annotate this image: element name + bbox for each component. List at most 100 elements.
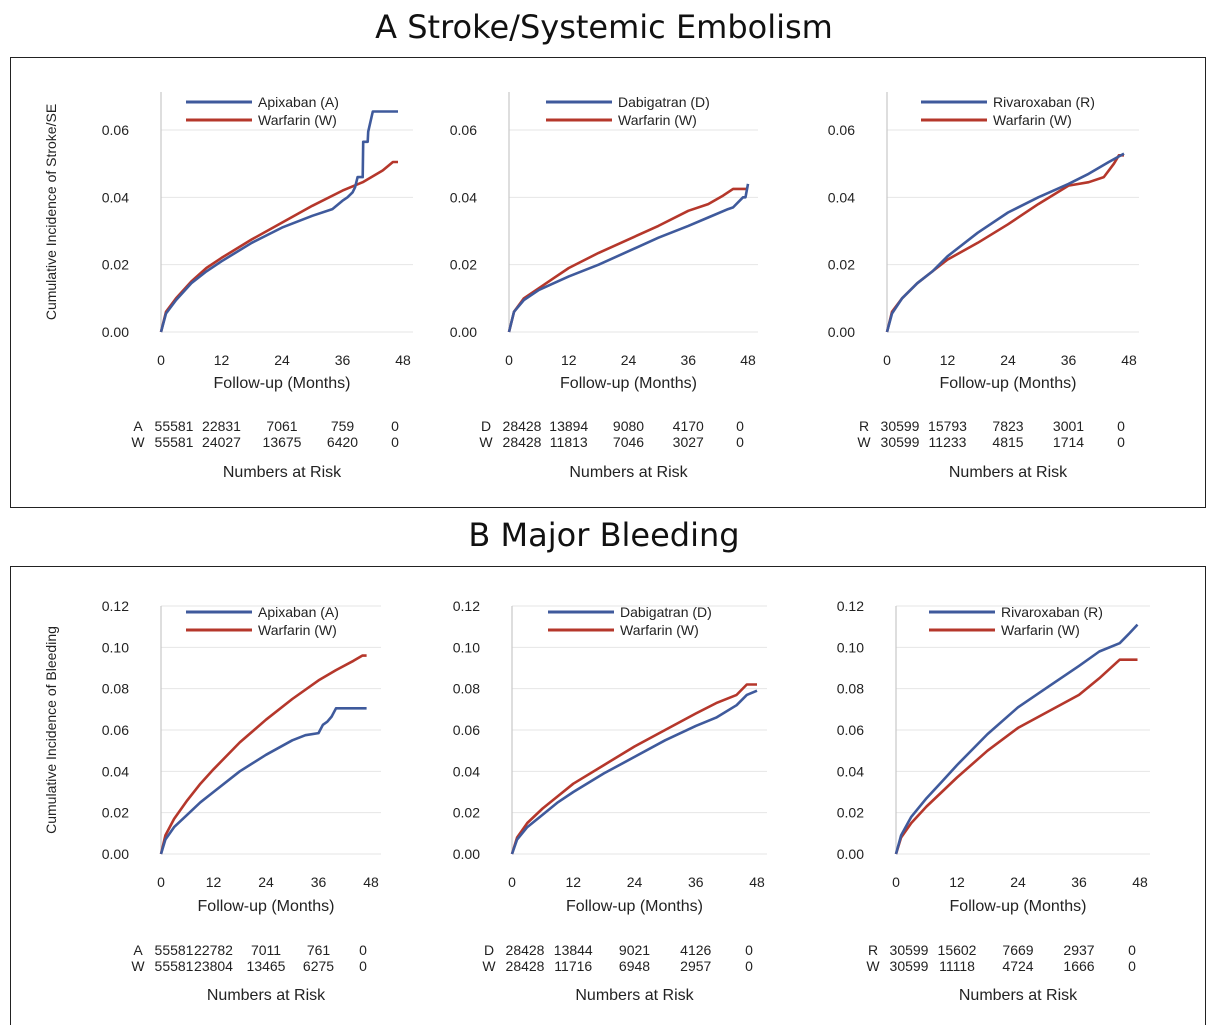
chart5-xtick-label: 36	[688, 874, 704, 890]
chart5-risk-value: 28428	[506, 942, 545, 958]
chart1-risk-value: 759	[331, 418, 355, 434]
chart6-risk-value: 15602	[938, 942, 977, 958]
chart4-xtick-label: 12	[206, 874, 222, 890]
chart5-legend-label: Dabigatran (D)	[620, 604, 712, 620]
chart6-legend-label: Rivaroxaban (R)	[1001, 604, 1103, 620]
chart5-ytick-label: 0.10	[453, 639, 480, 655]
chart6-series-line-warfarin	[894, 658, 1138, 855]
chart6-xtick-label: 36	[1071, 874, 1087, 890]
chart5-risk-value: 2957	[680, 958, 711, 974]
chart2-ytick-label: 0.02	[450, 257, 477, 273]
chart6-risk-value: 7669	[1002, 942, 1033, 958]
chart3-ytick-label: 0.00	[828, 324, 855, 340]
chart5-series-line-doac	[510, 689, 758, 855]
chart3-risk-value: 1714	[1053, 434, 1084, 450]
chart2-risk-value: 11813	[550, 434, 588, 450]
chart6-series-line-doac	[894, 623, 1139, 855]
chart6-ytick-label: 0.00	[837, 846, 864, 862]
chart2-risk-row-label: D	[481, 418, 491, 434]
chart6-risk-value: 0	[1128, 942, 1136, 958]
chart5-risk-row-label: D	[484, 942, 494, 958]
chart4-x-axis-label: Follow-up (Months)	[198, 898, 335, 915]
chart3-legend-label: Rivaroxaban (R)	[993, 94, 1095, 110]
chart4-ytick-label: 0.10	[102, 639, 129, 655]
chart2-risk-value: 0	[736, 434, 744, 450]
chart1-risk-value: 6420	[327, 434, 358, 450]
chart2-ytick-label: 0.04	[450, 189, 477, 205]
chart6-legend-label: Warfarin (W)	[1001, 622, 1080, 638]
chart5-risk-row-label: W	[482, 958, 496, 974]
chart5-xtick-label: 12	[565, 874, 581, 890]
chart5-risk-value: 0	[745, 958, 753, 974]
chart3-risk-value: 30599	[881, 434, 920, 450]
chart6-risk-row-label: W	[866, 958, 880, 974]
chart5-legend-label: Warfarin (W)	[620, 622, 699, 638]
chart4-risk-value: 55581	[155, 942, 194, 958]
chart2-xtick-label: 0	[505, 352, 513, 368]
chart4-xtick-label: 36	[311, 874, 327, 890]
chart3-risk-value: 7823	[992, 418, 1023, 434]
chart6-risk-value: 30599	[890, 942, 929, 958]
chart6-risk-title: Numbers at Risk	[959, 987, 1078, 1004]
chart5-risk-value: 9021	[619, 942, 650, 958]
chart1-risk-value: 0	[391, 418, 399, 434]
chart2-risk-value: 7046	[613, 434, 644, 450]
chart5-ytick-label: 0.12	[453, 598, 480, 614]
chart3-risk-value: 3001	[1053, 418, 1084, 434]
section-b-panel	[10, 566, 1206, 1025]
chart3-ytick-label: 0.02	[828, 257, 855, 273]
chart6-ytick-label: 0.02	[837, 805, 864, 821]
chart1-x-axis-label: Follow-up (Months)	[214, 375, 351, 392]
chart6-risk-value: 0	[1128, 958, 1136, 974]
chart6-risk-row-label: R	[868, 942, 878, 958]
chart6-ytick-label: 0.08	[837, 681, 864, 697]
chart6-risk-value: 4724	[1002, 958, 1033, 974]
chart2-risk-value: 3027	[673, 434, 704, 450]
chart4-risk-row-label: A	[133, 942, 143, 958]
chart6-risk-value: 30599	[890, 958, 929, 974]
chart5-series-line-warfarin	[510, 683, 757, 855]
chart1-risk-row-label: W	[131, 434, 145, 450]
chart1-xtick-label: 48	[395, 352, 411, 368]
chart2-risk-title: Numbers at Risk	[569, 464, 688, 481]
chart5-xtick-label: 24	[627, 874, 643, 890]
chart4-risk-value: 13465	[247, 958, 286, 974]
section-a-title: A Stroke/Systemic Embolism	[375, 8, 833, 46]
section-b-title: B Major Bleeding	[468, 516, 740, 554]
chart3-x-axis-label: Follow-up (Months)	[940, 375, 1077, 392]
chart2-risk-value: 0	[736, 418, 744, 434]
chart2-risk-value: 28428	[503, 418, 542, 434]
chart5-ytick-label: 0.02	[453, 805, 480, 821]
chart3-risk-value: 4815	[992, 434, 1023, 450]
chart2-risk-row-label: W	[479, 434, 493, 450]
chart6-xtick-label: 12	[949, 874, 965, 890]
chart5-ytick-label: 0.06	[453, 722, 480, 738]
chart3-risk-value: 30599	[881, 418, 920, 434]
chart6-ytick-label: 0.12	[837, 598, 864, 614]
chart3-xtick-label: 24	[1000, 352, 1016, 368]
chart5-risk-value: 28428	[506, 958, 545, 974]
chart1-risk-value: 7061	[266, 418, 297, 434]
chart2-series-line-warfarin	[507, 187, 748, 333]
chart2-xtick-label: 24	[621, 352, 637, 368]
chart1-series-line-doac	[159, 110, 398, 333]
chart4-ytick-label: 0.08	[102, 681, 129, 697]
chart6-risk-value: 11118	[939, 958, 975, 974]
chart4-legend-label: Apixaban (A)	[258, 604, 339, 620]
chart3-series-line-doac	[885, 152, 1125, 333]
chart2-risk-value: 9080	[613, 418, 644, 434]
chart1-xtick-label: 0	[157, 352, 165, 368]
chart4-series-line-doac	[159, 707, 367, 855]
chart4-ytick-label: 0.02	[102, 805, 129, 821]
chart5-ytick-label: 0.08	[453, 681, 480, 697]
chart4-y-axis-label: Cumulative Incidence of Bleeding	[43, 626, 59, 834]
chart1-risk-value: 24027	[202, 434, 241, 450]
chart4-risk-value: 23804	[194, 958, 233, 974]
chart1-risk-value: 55581	[155, 434, 194, 450]
chart4-risk-value: 22782	[194, 942, 233, 958]
chart3-risk-value: 11233	[929, 434, 967, 450]
chart2-legend-label: Dabigatran (D)	[618, 94, 710, 110]
chart3-legend-label: Warfarin (W)	[993, 112, 1072, 128]
chart1-legend-label: Apixaban (A)	[258, 94, 339, 110]
chart2-x-axis-label: Follow-up (Months)	[560, 375, 697, 392]
